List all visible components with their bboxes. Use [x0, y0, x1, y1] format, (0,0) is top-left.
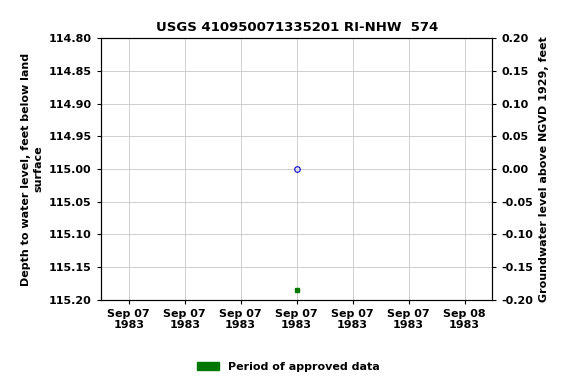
Title: USGS 410950071335201 RI-NHW  574: USGS 410950071335201 RI-NHW 574: [156, 22, 438, 35]
Legend: Period of approved data: Period of approved data: [192, 358, 384, 377]
Y-axis label: Groundwater level above NGVD 1929, feet: Groundwater level above NGVD 1929, feet: [539, 36, 549, 302]
Y-axis label: Depth to water level, feet below land
surface: Depth to water level, feet below land su…: [21, 52, 43, 286]
